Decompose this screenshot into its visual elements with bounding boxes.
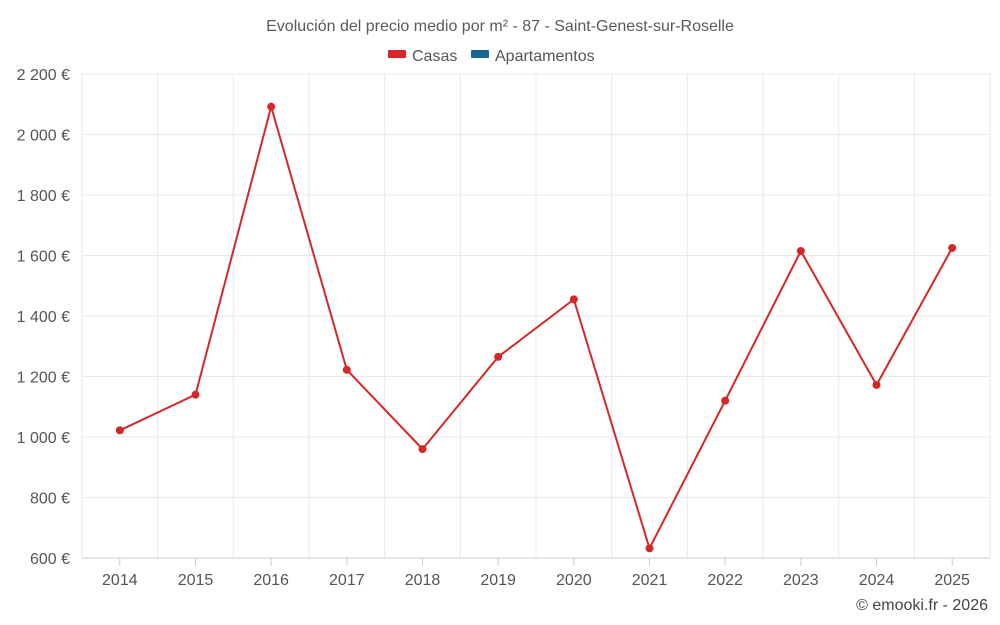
- data-point-casas-2023[interactable]: [796, 246, 805, 255]
- x-tick-label: 2023: [783, 572, 819, 589]
- series-layer: [115, 102, 957, 553]
- legend: Casas Apartamentos: [388, 48, 595, 65]
- legend-label-apartamentos[interactable]: Apartamentos: [495, 48, 595, 65]
- data-point-casas-2018[interactable]: [418, 445, 427, 454]
- y-tick-label: 2 200 €: [17, 67, 70, 84]
- y-tick-label: 600 €: [30, 551, 70, 568]
- x-tick-label: 2014: [102, 572, 138, 589]
- y-axis-ticks: 600 € 800 € 1 000 € 1 200 € 1 400 € 1 600 € 1 …: [17, 67, 70, 568]
- y-tick-label: 2 000 €: [17, 128, 70, 145]
- y-tick-label: 1 400 €: [17, 309, 70, 326]
- grid-horizontal: [82, 73, 990, 498]
- data-point-casas-2015[interactable]: [191, 390, 200, 399]
- x-tick-label: 2025: [934, 572, 970, 589]
- x-tick-label: 2020: [556, 572, 592, 589]
- x-tick-label: 2017: [329, 572, 365, 589]
- x-tick-label: 2018: [405, 572, 441, 589]
- data-point-casas-2014[interactable]: [115, 426, 124, 435]
- y-tick-label: 800 €: [30, 491, 70, 508]
- data-point-casas-2021[interactable]: [645, 544, 654, 553]
- y-tick-label: 1 200 €: [17, 370, 70, 387]
- legend-label-casas[interactable]: Casas: [412, 48, 457, 65]
- data-point-casas-2016[interactable]: [267, 102, 276, 111]
- x-tick-label: 2015: [178, 572, 214, 589]
- x-tick-label: 2022: [707, 572, 743, 589]
- chart-title: Evolución del precio medio por m² - 87 -…: [266, 18, 734, 35]
- y-tick-label: 1 600 €: [17, 249, 70, 266]
- data-point-casas-2024[interactable]: [872, 380, 881, 389]
- legend-swatch-apartamentos[interactable]: [471, 50, 489, 58]
- data-point-casas-2017[interactable]: [342, 365, 351, 374]
- x-tick-label: 2019: [480, 572, 516, 589]
- x-tick-label: 2016: [253, 572, 289, 589]
- series-line-casas: [119, 105, 954, 550]
- x-tick-label: 2021: [632, 572, 668, 589]
- x-tick-label: 2024: [859, 572, 895, 589]
- legend-swatch-casas[interactable]: [388, 50, 406, 58]
- data-point-casas-2022[interactable]: [721, 396, 730, 405]
- credit-text: © emooki.fr - 2026: [856, 597, 988, 614]
- x-axis-ticks: 2014 2015 2016 2017 2018 2019 2020 2021 2022 2023…: [102, 558, 970, 589]
- data-point-casas-2020[interactable]: [569, 295, 578, 304]
- data-point-casas-2019[interactable]: [494, 352, 503, 361]
- data-point-casas-2025[interactable]: [948, 243, 957, 252]
- y-tick-label: 1 000 €: [17, 430, 70, 447]
- y-tick-label: 1 800 €: [17, 188, 70, 205]
